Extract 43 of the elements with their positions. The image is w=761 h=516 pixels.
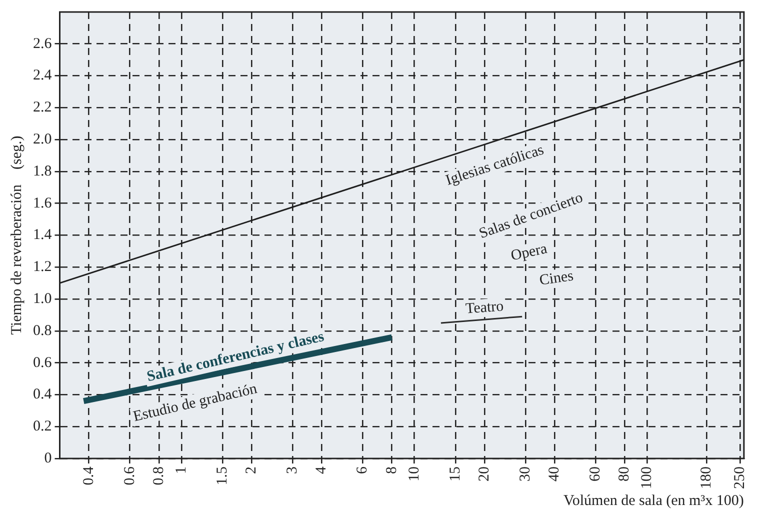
x-tick-label: 3 [284, 466, 301, 474]
x-tick-label: 30 [517, 466, 534, 482]
annotation: Teatro [465, 298, 504, 318]
x-tick-label: 0.8 [150, 466, 167, 486]
x-tick-label: 10 [406, 466, 422, 482]
annotation: Cines [538, 268, 575, 289]
annotation: Opera [510, 240, 549, 264]
x-tick-label: 0.4 [80, 466, 97, 486]
annotation: Iglesias católicas [444, 142, 546, 189]
annotation: Salas de concierto [477, 190, 586, 242]
x-tick-label: 80 [616, 466, 633, 482]
y-tick-label: 2.4 [33, 68, 52, 84]
x-tick-label: 8 [384, 466, 400, 474]
x-tick-label: 180 [698, 466, 715, 489]
y-tick-label: 1.2 [33, 259, 52, 276]
x-tick-label: 0.6 [122, 466, 138, 486]
x-tick-label: 4 [314, 466, 330, 474]
y-tick-label: 2.6 [33, 36, 52, 52]
y-tick-label: 2.2 [33, 100, 52, 116]
x-axis-title: Volúmen de sala (en m³x 100) [563, 492, 744, 509]
x-tick-label: 40 [546, 466, 563, 482]
y-tick-label: 1.4 [33, 227, 52, 244]
x-tick-label: 60 [588, 466, 604, 482]
y-tick-label: 2.0 [33, 132, 52, 148]
y-tick-label: 0.8 [33, 322, 52, 339]
annotation: Estudio de grabación [132, 380, 260, 426]
y-tick-label: 0.6 [33, 354, 52, 371]
x-tick-label: 1 [173, 466, 190, 474]
y-tick-label: 0.2 [33, 418, 52, 435]
y-tick-label: 0.4 [33, 386, 52, 403]
y-tick-label: 1.8 [33, 163, 52, 180]
y-tick-label: 0 [44, 450, 52, 466]
x-tick-label: 2 [244, 466, 260, 474]
y-axis-title: Tiempo de reverberación (seg.) [8, 136, 25, 335]
x-tick-label: 250 [732, 466, 748, 489]
x-tick-label: 15 [447, 466, 464, 482]
x-tick-label: 100 [639, 466, 656, 489]
x-tick-label: 1.5 [214, 466, 230, 486]
y-tick-label: 1.6 [33, 195, 52, 212]
y-tick-label: 1.0 [33, 290, 52, 307]
annotation: Sala de conferencias y clases [145, 328, 326, 386]
x-tick-label: 6 [354, 466, 371, 474]
x-tick-label: 20 [476, 466, 492, 482]
